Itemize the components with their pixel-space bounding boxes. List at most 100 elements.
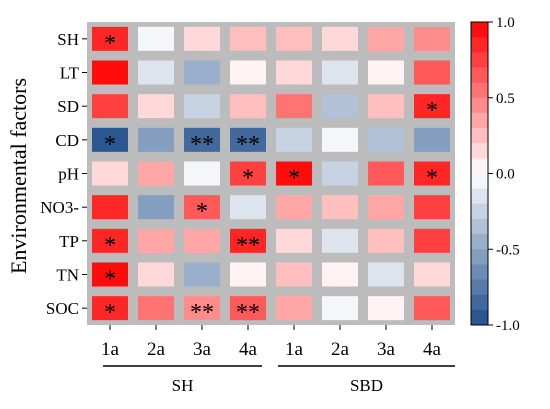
colorbar-segment xyxy=(471,203,488,220)
heatmap-cell xyxy=(230,262,266,287)
colorbar-segment xyxy=(471,279,488,296)
y-tick-label: LT xyxy=(60,64,80,83)
group-label: SBD xyxy=(350,376,383,395)
heatmap-cell xyxy=(230,228,266,253)
significance-mark: * xyxy=(104,132,116,158)
colorbar-segment xyxy=(471,22,488,38)
heatmap-cell xyxy=(368,296,404,321)
colorbar-tick-label: -0.5 xyxy=(496,242,520,258)
heatmap-cell xyxy=(368,161,404,186)
heatmap-cell xyxy=(92,127,128,152)
x-tick-label: 3a xyxy=(193,339,212,360)
heatmap-cell xyxy=(414,127,450,152)
y-tick-label: CD xyxy=(55,131,79,150)
heatmap-cell xyxy=(322,262,358,287)
colorbar-segment xyxy=(471,264,488,280)
colorbar-tick-label: -1.0 xyxy=(496,318,520,334)
heatmap-cell xyxy=(276,195,312,220)
heatmap-cell xyxy=(414,195,450,220)
heatmap-cell xyxy=(230,195,266,220)
heatmap-cell xyxy=(414,228,450,253)
x-tick-label: 1a xyxy=(101,339,120,360)
colorbar-segment xyxy=(471,128,488,144)
heatmap-cell xyxy=(276,161,312,186)
heatmap-cell xyxy=(322,228,358,253)
colorbar-segment xyxy=(471,249,488,265)
heatmap-cell xyxy=(276,60,312,85)
x-tick-label: 4a xyxy=(423,339,442,360)
heatmap-cell xyxy=(414,60,450,85)
colorbar-segment xyxy=(471,82,488,99)
y-tick-label: TN xyxy=(56,266,79,285)
significance-mark: * xyxy=(196,199,208,225)
heatmap-cell xyxy=(322,161,358,186)
heatmap-cell xyxy=(322,94,358,119)
heatmap-cell xyxy=(276,26,312,51)
significance-mark: ** xyxy=(190,300,214,326)
group-label: SH xyxy=(172,376,194,395)
heatmap-cell xyxy=(414,26,450,51)
heatmap-cell xyxy=(368,127,404,152)
heatmap-cell xyxy=(276,127,312,152)
heatmap-cell xyxy=(184,26,220,51)
y-tick-label: SOC xyxy=(46,299,79,318)
heatmap-cell xyxy=(138,296,174,321)
heatmap-cell xyxy=(138,60,174,85)
heatmap-cell xyxy=(184,161,220,186)
heatmap-cell xyxy=(230,94,266,119)
heatmap-cell xyxy=(276,262,312,287)
colorbar-segment xyxy=(471,112,488,129)
y-tick-label: pH xyxy=(58,165,79,184)
heatmap-cell xyxy=(184,127,220,152)
x-tick-label: 2a xyxy=(147,339,166,360)
heatmap-cell xyxy=(322,296,358,321)
heatmap-cell xyxy=(138,228,174,253)
heatmap-cell xyxy=(230,161,266,186)
colorbar-segment xyxy=(471,173,488,190)
heatmap-cell xyxy=(276,296,312,321)
colorbar-segment xyxy=(471,294,488,311)
heatmap-cell xyxy=(368,262,404,287)
heatmap-cell xyxy=(184,195,220,220)
heatmap-cell xyxy=(322,195,358,220)
x-tick-label: 2a xyxy=(331,339,350,360)
heatmap-cell xyxy=(368,60,404,85)
colorbar-segment xyxy=(471,97,488,114)
heatmap-cell xyxy=(138,262,174,287)
heatmap-cell xyxy=(322,60,358,85)
significance-mark: * xyxy=(104,233,116,259)
heatmap-cell xyxy=(230,296,266,321)
x-tick-label: 4a xyxy=(239,339,258,360)
colorbar-segment xyxy=(471,52,488,68)
significance-mark: ** xyxy=(236,233,260,259)
colorbar-segment xyxy=(471,37,488,53)
heatmap-cell xyxy=(138,127,174,152)
heatmap-cell xyxy=(92,26,128,51)
heatmap-cell xyxy=(230,26,266,51)
y-tick-label: SD xyxy=(57,97,79,116)
heatmap-cell xyxy=(230,60,266,85)
heatmap-cell xyxy=(92,60,128,85)
heatmap-cell xyxy=(230,127,266,152)
colorbar-segment xyxy=(471,309,488,326)
colorbar-segment xyxy=(471,143,488,159)
heatmap-cell xyxy=(322,26,358,51)
x-tick-label: 1a xyxy=(285,339,304,360)
colorbar-tick-label: 0.0 xyxy=(496,167,515,183)
heatmap-cell xyxy=(368,94,404,119)
heatmap-cell xyxy=(414,161,450,186)
heatmap-cell xyxy=(184,60,220,85)
significance-mark: * xyxy=(426,98,438,124)
y-tick-label: NO3- xyxy=(40,198,79,217)
heatmap-cell xyxy=(322,127,358,152)
significance-mark: ** xyxy=(236,300,260,326)
heatmap-cell xyxy=(92,161,128,186)
significance-mark: * xyxy=(288,166,300,192)
colorbar-segment xyxy=(471,234,488,250)
heatmap-cell xyxy=(138,161,174,186)
significance-mark: * xyxy=(242,166,254,192)
colorbar-tick-label: 1.0 xyxy=(496,15,515,31)
heatmap-cell xyxy=(138,195,174,220)
